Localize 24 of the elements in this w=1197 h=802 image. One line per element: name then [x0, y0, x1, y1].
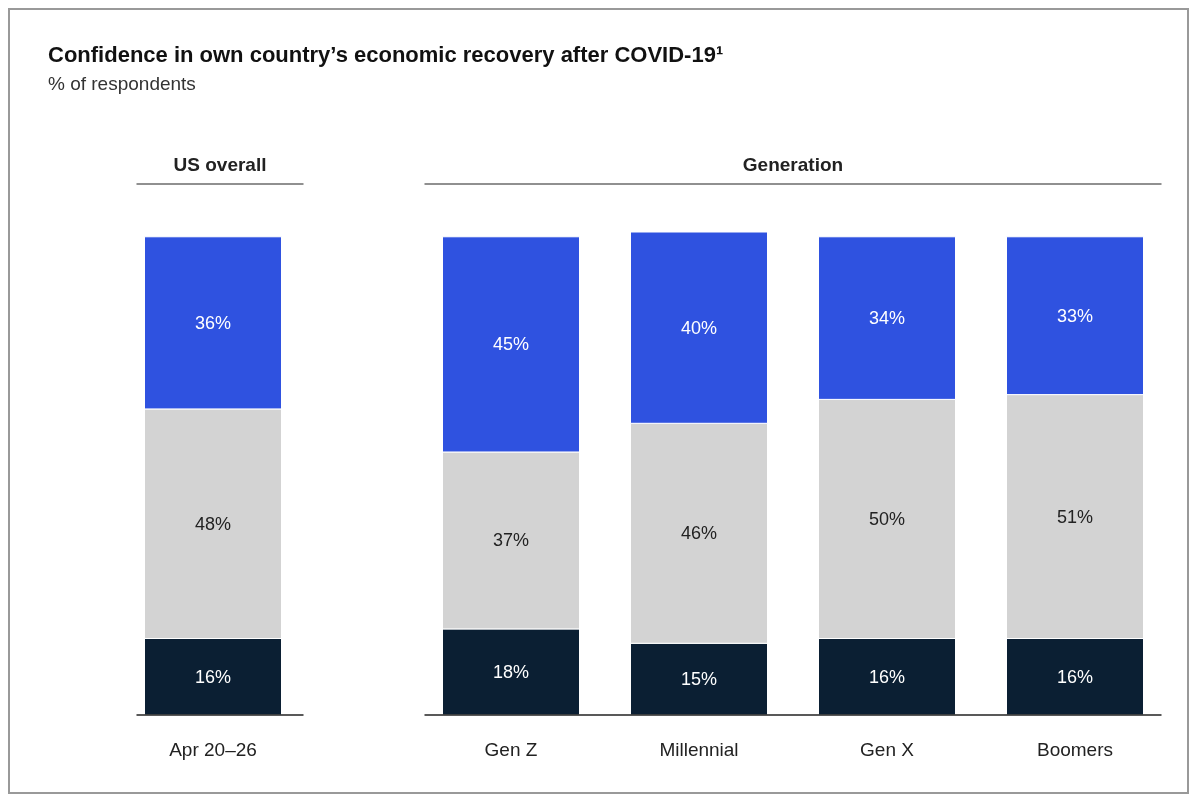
- data-label: 40%: [680, 317, 718, 338]
- data-label: 16%: [868, 666, 906, 687]
- x-tick-label: Gen Z: [484, 739, 538, 760]
- x-tick-label: Millennial: [659, 739, 739, 760]
- data-label: 51%: [1056, 506, 1094, 527]
- chart-subtitle: % of respondents: [48, 73, 196, 94]
- data-label: 18%: [492, 661, 530, 682]
- data-label: 50%: [868, 508, 906, 529]
- data-label: 16%: [1056, 666, 1094, 687]
- x-tick-label: Apr 20–26: [169, 739, 257, 760]
- data-label: 33%: [1056, 305, 1094, 326]
- data-label: 16%: [194, 666, 232, 687]
- data-label: 36%: [194, 312, 232, 333]
- data-label: 37%: [492, 530, 530, 551]
- x-tick-label: Gen X: [860, 739, 915, 760]
- data-label: 45%: [492, 334, 530, 355]
- data-label: 46%: [680, 523, 718, 544]
- x-tick-label: Boomers: [1036, 739, 1114, 760]
- text: US overall: [173, 154, 267, 175]
- data-label: 15%: [680, 669, 718, 690]
- data-label: 34%: [868, 308, 906, 329]
- text: Generation: [742, 154, 844, 175]
- chart-title: Confidence in own country’s economic recovery after COVID-19¹: [48, 42, 724, 67]
- data-label: 48%: [194, 513, 232, 534]
